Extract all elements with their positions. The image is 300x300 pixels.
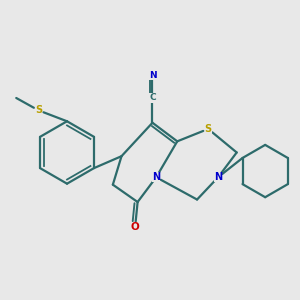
- Text: S: S: [35, 105, 42, 116]
- Text: S: S: [205, 124, 212, 134]
- Text: C: C: [149, 94, 156, 103]
- Text: N: N: [214, 172, 222, 182]
- Text: O: O: [131, 222, 140, 232]
- Text: N: N: [149, 71, 156, 80]
- Text: N: N: [152, 172, 160, 182]
